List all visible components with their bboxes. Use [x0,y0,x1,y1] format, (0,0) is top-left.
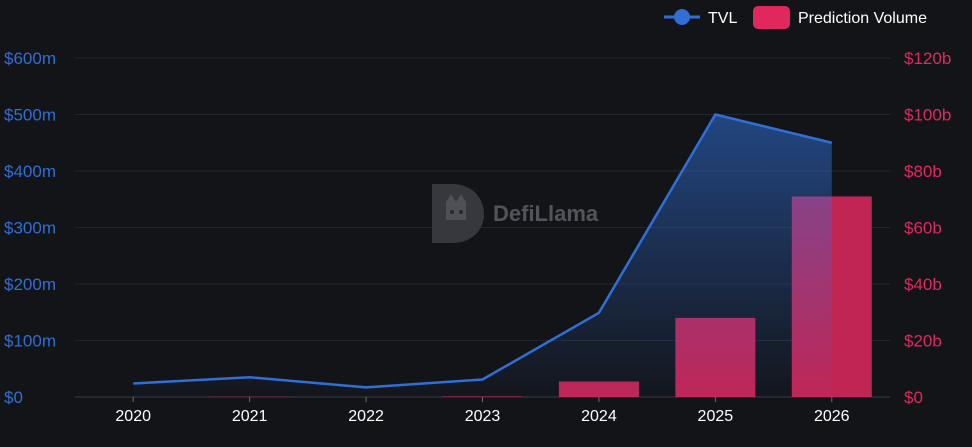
tvl-point[interactable] [480,376,486,382]
watermark: DefiLlama [432,184,599,243]
right-axis-tick-label: $80b [904,162,942,181]
watermark-text: DefiLlama [493,201,599,226]
tvl-point[interactable] [712,112,718,118]
right-axis-tick-label: $100b [904,106,951,125]
right-axis-tick-label: $60b [904,219,942,238]
tvl-line [133,113,833,389]
left-axis-tick-label: $600m [4,49,56,68]
x-axis-tick-label: 2024 [581,408,617,425]
tvl-point[interactable] [829,140,835,146]
legend-tvl-dot-icon [674,9,690,25]
legend-item-tvl[interactable]: TVL [664,9,737,27]
left-axis-tick-label: $300m [4,219,56,238]
right-axis-tick-label: $40b [904,275,942,294]
legend-prediction-volume-label: Prediction Volume [798,10,927,27]
legend-item-prediction-volume[interactable]: Prediction Volume [753,6,927,29]
llama-logo-icon [432,184,484,243]
right-axis-tick-label: $20b [904,332,942,351]
x-axis: 2020 2021 2022 2023 2024 2025 2026 [115,397,850,425]
left-axis-tick-label: $100m [4,332,56,351]
left-axis-tick-label: $200m [4,275,56,294]
left-y-axis: $0 $100m $200m $300m $400m $500m $600m [4,49,56,407]
x-axis-tick-label: 2022 [348,408,384,425]
tvl-point[interactable] [363,384,369,390]
tvl-area-fill [133,114,832,397]
tvl-point[interactable] [247,374,253,380]
right-y-axis: $0 $20b $40b $60b $80b $100b $120b [904,49,951,407]
legend-tvl-label: TVL [708,10,737,27]
x-axis-tick-label: 2026 [814,408,850,425]
tvl-line-series [130,112,835,397]
tvl-point[interactable] [596,310,602,316]
x-axis-tick-label: 2023 [465,408,501,425]
right-axis-tick-label: $0 [904,388,923,407]
legend-prediction-volume-swatch-icon [753,6,790,29]
legend: TVL Prediction Volume [664,6,927,29]
x-axis-tick-label: 2020 [115,408,151,425]
x-axis-tick-label: 2021 [232,408,268,425]
left-axis-tick-label: $500m [4,106,56,125]
left-axis-tick-label: $0 [4,388,23,407]
right-axis-tick-label: $120b [904,49,951,68]
x-axis-tick-label: 2025 [698,408,734,425]
tvl-point[interactable] [130,380,136,386]
left-axis-tick-label: $400m [4,162,56,181]
